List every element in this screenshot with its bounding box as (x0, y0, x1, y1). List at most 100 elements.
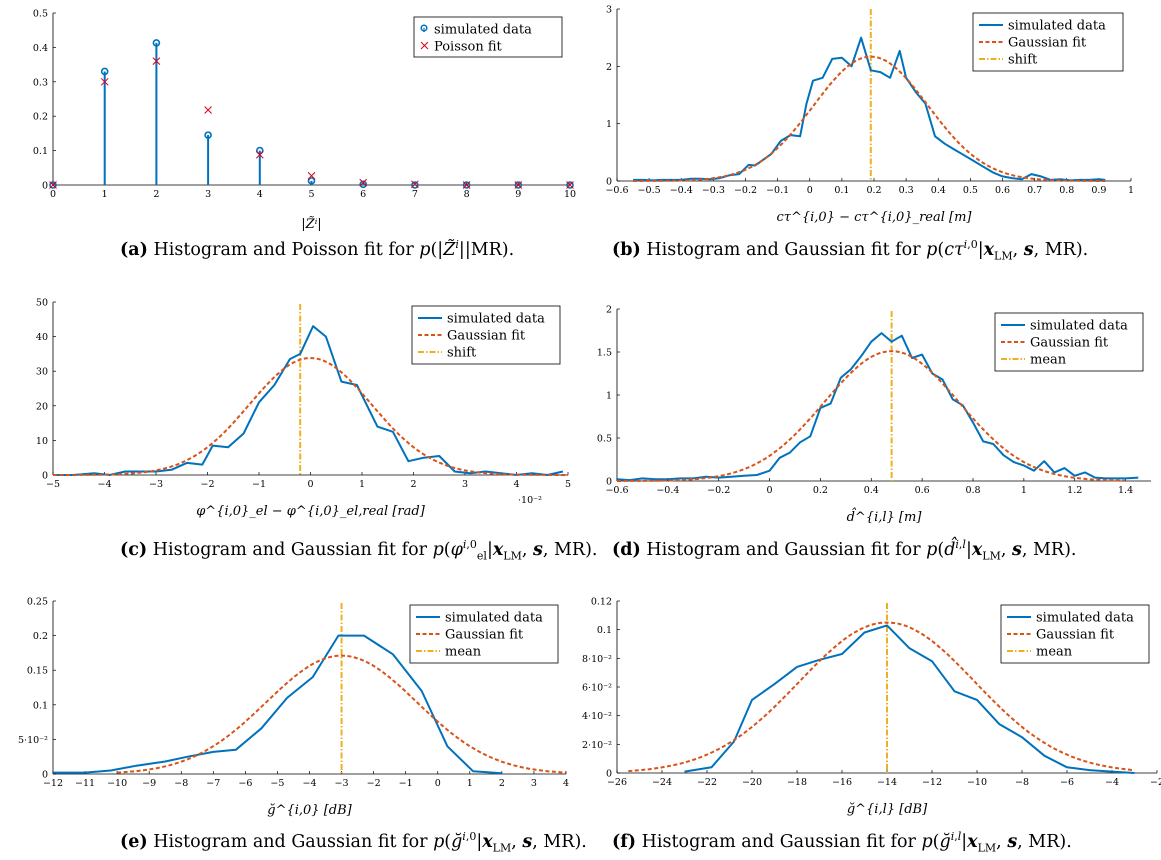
caption-c-label: (c) (120, 539, 148, 560)
stem-marker (255, 146, 264, 155)
x-tick-label: −12 (922, 777, 942, 788)
x-tick-label: 2 (410, 479, 416, 490)
x-tick-label: 0.4 (931, 185, 946, 196)
caption-e-expr: p (433, 831, 445, 852)
y-tick-label: 0.2 (33, 631, 48, 642)
x-tick-label: −0.2 (707, 485, 730, 496)
series-line-gaussian-fit (53, 357, 568, 476)
y-tick-label: 0 (606, 769, 612, 780)
chart-a: 0 1 2 3 4 5 6 7 8 9 10 0 0.1 0.2 0.3 0.4 0.5 |Z̃ⁱ| simulat… (33, 9, 576, 233)
caption-d-expr: p (926, 539, 938, 560)
stem-marker (204, 131, 212, 139)
legend-label: Gaussian fit (447, 329, 526, 344)
cross-marker (152, 57, 161, 66)
x-tick-label: 0 (50, 189, 56, 200)
legend-label: simulated data (1036, 611, 1134, 626)
legend-box (1000, 604, 1150, 664)
x-tick-label: −2 (1150, 777, 1161, 788)
y-tick-label: 0.25 (27, 597, 48, 608)
cross-marker (307, 171, 316, 180)
x-tick-label: 4 (563, 778, 569, 789)
x-axis-label: ğ^{i,0} [dB] (267, 803, 352, 818)
stem-marker (100, 67, 109, 76)
cross-marker (255, 150, 264, 159)
x-tick-label: 0.8 (965, 485, 980, 496)
x-tick-label: −6 (1060, 777, 1074, 788)
legend-label: shift (1008, 53, 1038, 68)
caption-e: (e) Histogram and Gaussian fit for p(ği,… (120, 830, 587, 855)
x-tick-label: 9 (515, 189, 521, 200)
y-tick-label: 0.1 (33, 146, 48, 157)
y-tick-label: 20 (36, 401, 48, 412)
y-tick-label: 0.4 (33, 43, 48, 54)
x-tick-label: −14 (877, 777, 897, 788)
cross-marker (359, 178, 368, 187)
legend: simulated data Gaussian fit shift (972, 12, 1124, 72)
x-tick-label: 0.3 (899, 185, 914, 196)
caption-f-expr: p (921, 831, 933, 852)
stem-marker (307, 177, 316, 185)
cross-marker (100, 77, 109, 86)
y-tick-label: 0.15 (27, 666, 48, 677)
series-line-gaussian-fit (117, 654, 567, 774)
legend: simulated data Gaussian fit mean (1000, 604, 1150, 664)
x-tick-label: 1.4 (1118, 485, 1133, 496)
caption-a-expr: p (419, 239, 431, 260)
x-tick-label: −1 (399, 778, 413, 789)
x-tick-label: 5 (308, 189, 314, 200)
x-tick-label: 6 (360, 189, 366, 200)
x-tick-label: 1.2 (1067, 485, 1082, 496)
caption-b-text: Histogram and Gaussian fit for (646, 239, 921, 260)
x-tick-label: −5 (270, 778, 284, 789)
x-tick-label: −16 (832, 777, 852, 788)
x-tick-label: −0.1 (766, 185, 789, 196)
caption-c-text: Histogram and Gaussian fit for (152, 539, 427, 560)
x-tick-label: −4 (97, 479, 111, 490)
x-tick-label: 10 (564, 189, 576, 200)
y-tick-label: 5·10⁻² (18, 735, 48, 746)
y-tick-label: 0 (42, 181, 48, 192)
stem-marker (514, 181, 523, 189)
legend: simulated data Gaussian fit shift (411, 305, 561, 365)
x-tick-label: −3 (149, 479, 163, 490)
legend-label: Gaussian fit (1008, 36, 1087, 51)
x-tick-label: −9 (142, 778, 156, 789)
legend-label: simulated data (434, 23, 532, 38)
legend: simulated data Poisson fit (413, 16, 563, 58)
legend-box (994, 312, 1144, 372)
x-tick-label: −1 (252, 479, 266, 490)
y-tick-label: 1.5 (597, 348, 612, 359)
caption-f-label: (f) (612, 831, 637, 852)
x-tick-label: 3 (531, 778, 537, 789)
legend-label: Gaussian fit (445, 628, 524, 643)
legend-label: simulated data (1008, 19, 1106, 34)
x-tick-label: −4 (1105, 777, 1119, 788)
x-tick-label: 8 (464, 189, 470, 200)
x-tick-label: 1 (1128, 185, 1134, 196)
legend-box (413, 16, 563, 58)
x-tick-label: 0 (807, 185, 813, 196)
x-tick-label: −11 (75, 778, 95, 789)
stem-marker (359, 180, 368, 189)
chart-d: −0.6 −0.4 −0.2 0 0.2 0.4 0.6 0.8 1 1.2 1.4 0 0.5 1 1.5… (597, 305, 1151, 525)
x-tick-label: 0.4 (864, 485, 879, 496)
legend: simulated data Gaussian fit mean (994, 312, 1144, 372)
legend-label: mean (1036, 645, 1073, 660)
x-axis-label: ğ^{i,l} [dB] (847, 802, 928, 817)
legend-label: Poisson fit (434, 40, 503, 55)
x-axis-label: d̂^{i,l} [m] (847, 507, 923, 525)
legend-label: Gaussian fit (1030, 336, 1109, 351)
legend-cross-swatch (420, 41, 429, 50)
x-tick-label: 7 (412, 189, 418, 200)
x-tick-label: 1 (1021, 485, 1027, 496)
cross-marker (204, 106, 212, 114)
x-tick-label: 2 (499, 778, 505, 789)
x-tick-label: 0 (767, 485, 773, 496)
x-tick-label: −5 (46, 479, 60, 490)
x-tick-label: −0.4 (670, 185, 693, 196)
series-line-simulated (53, 634, 502, 775)
y-tick-label: 2·10⁻² (582, 740, 612, 751)
caption-f: (f) Histogram and Gaussian fit for p(ği,… (612, 830, 1072, 855)
x-tick-label: −8 (174, 778, 188, 789)
